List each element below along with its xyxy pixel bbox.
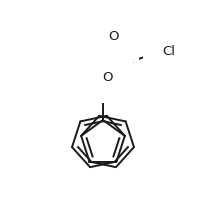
Text: Cl: Cl (163, 45, 176, 58)
Text: O: O (103, 71, 113, 84)
Text: O: O (109, 30, 119, 43)
